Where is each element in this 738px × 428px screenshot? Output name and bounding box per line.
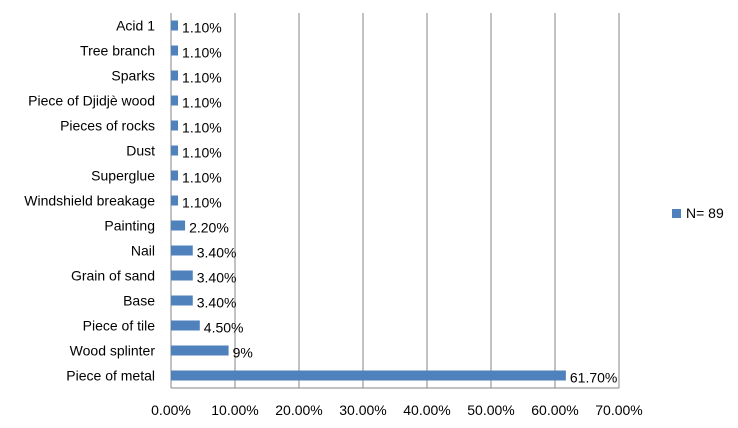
bar — [171, 245, 193, 256]
x-tick-labels: 0.00% 10.00% 20.00% 30.00% 40.00% 50.00% 60.00… — [151, 402, 643, 418]
bar — [171, 145, 179, 156]
category-label: Grain of sand — [71, 268, 155, 284]
category-label: Superglue — [91, 168, 155, 184]
bar — [171, 295, 193, 306]
category-label: Base — [123, 293, 155, 309]
bar — [171, 320, 200, 331]
category-label: Dust — [126, 143, 155, 159]
bar — [171, 220, 186, 231]
x-tick-label: 60.00% — [531, 402, 578, 418]
data-label: 9% — [233, 345, 253, 361]
category-label: Piece of tile — [83, 318, 156, 334]
category-label: Piece of Djidjè wood — [28, 93, 155, 109]
x-tick-label: 10.00% — [211, 402, 258, 418]
data-label: 61.70% — [570, 370, 617, 386]
category-label: Piece of metal — [66, 368, 155, 384]
x-tick-label: 70.00% — [595, 402, 642, 418]
category-label: Acid 1 — [116, 18, 155, 34]
data-label: 3.40% — [197, 245, 237, 261]
data-label: 2.20% — [189, 220, 229, 236]
bar — [171, 195, 179, 206]
legend: N= 89 — [672, 205, 724, 221]
data-label: 1.10% — [182, 20, 222, 36]
bar — [171, 45, 179, 56]
data-label: 1.10% — [182, 70, 222, 86]
x-tick-label: 40.00% — [403, 402, 450, 418]
data-label: 1.10% — [182, 120, 222, 136]
category-label: Pieces of rocks — [60, 118, 155, 134]
x-tick-label: 0.00% — [151, 402, 191, 418]
legend-label: N= 89 — [686, 205, 724, 221]
gridlines — [170, 13, 620, 389]
category-label: Painting — [104, 218, 155, 234]
bars — [171, 20, 566, 381]
bar — [171, 370, 566, 381]
data-label: 3.40% — [197, 270, 237, 286]
category-label: Windshield breakage — [24, 193, 155, 209]
data-label: 1.10% — [182, 195, 222, 211]
legend-swatch — [672, 209, 681, 218]
data-label: 1.10% — [182, 45, 222, 61]
data-labels: 1.10% 1.10% 1.10% 1.10% 1.10% 1.10% 1.10% 1.10%… — [182, 20, 617, 386]
bar — [171, 70, 179, 81]
bar — [171, 120, 179, 131]
bar — [171, 95, 179, 106]
bar — [171, 270, 193, 281]
bar — [171, 345, 229, 356]
data-label: 3.40% — [197, 295, 237, 311]
data-label: 4.50% — [204, 320, 244, 336]
category-label: Wood splinter — [70, 343, 156, 359]
x-tick-label: 30.00% — [339, 402, 386, 418]
data-label: 1.10% — [182, 95, 222, 111]
category-label: Sparks — [111, 68, 155, 84]
category-label: Nail — [131, 243, 155, 259]
category-label: Tree branch — [80, 43, 155, 59]
x-tick-label: 20.00% — [275, 402, 322, 418]
x-tick-label: 50.00% — [467, 402, 514, 418]
data-label: 1.10% — [182, 145, 222, 161]
bar — [171, 20, 179, 31]
bar — [171, 170, 179, 181]
data-label: 1.10% — [182, 170, 222, 186]
category-labels: Acid 1 Tree branch Sparks Piece of Djidjè w… — [24, 18, 155, 384]
